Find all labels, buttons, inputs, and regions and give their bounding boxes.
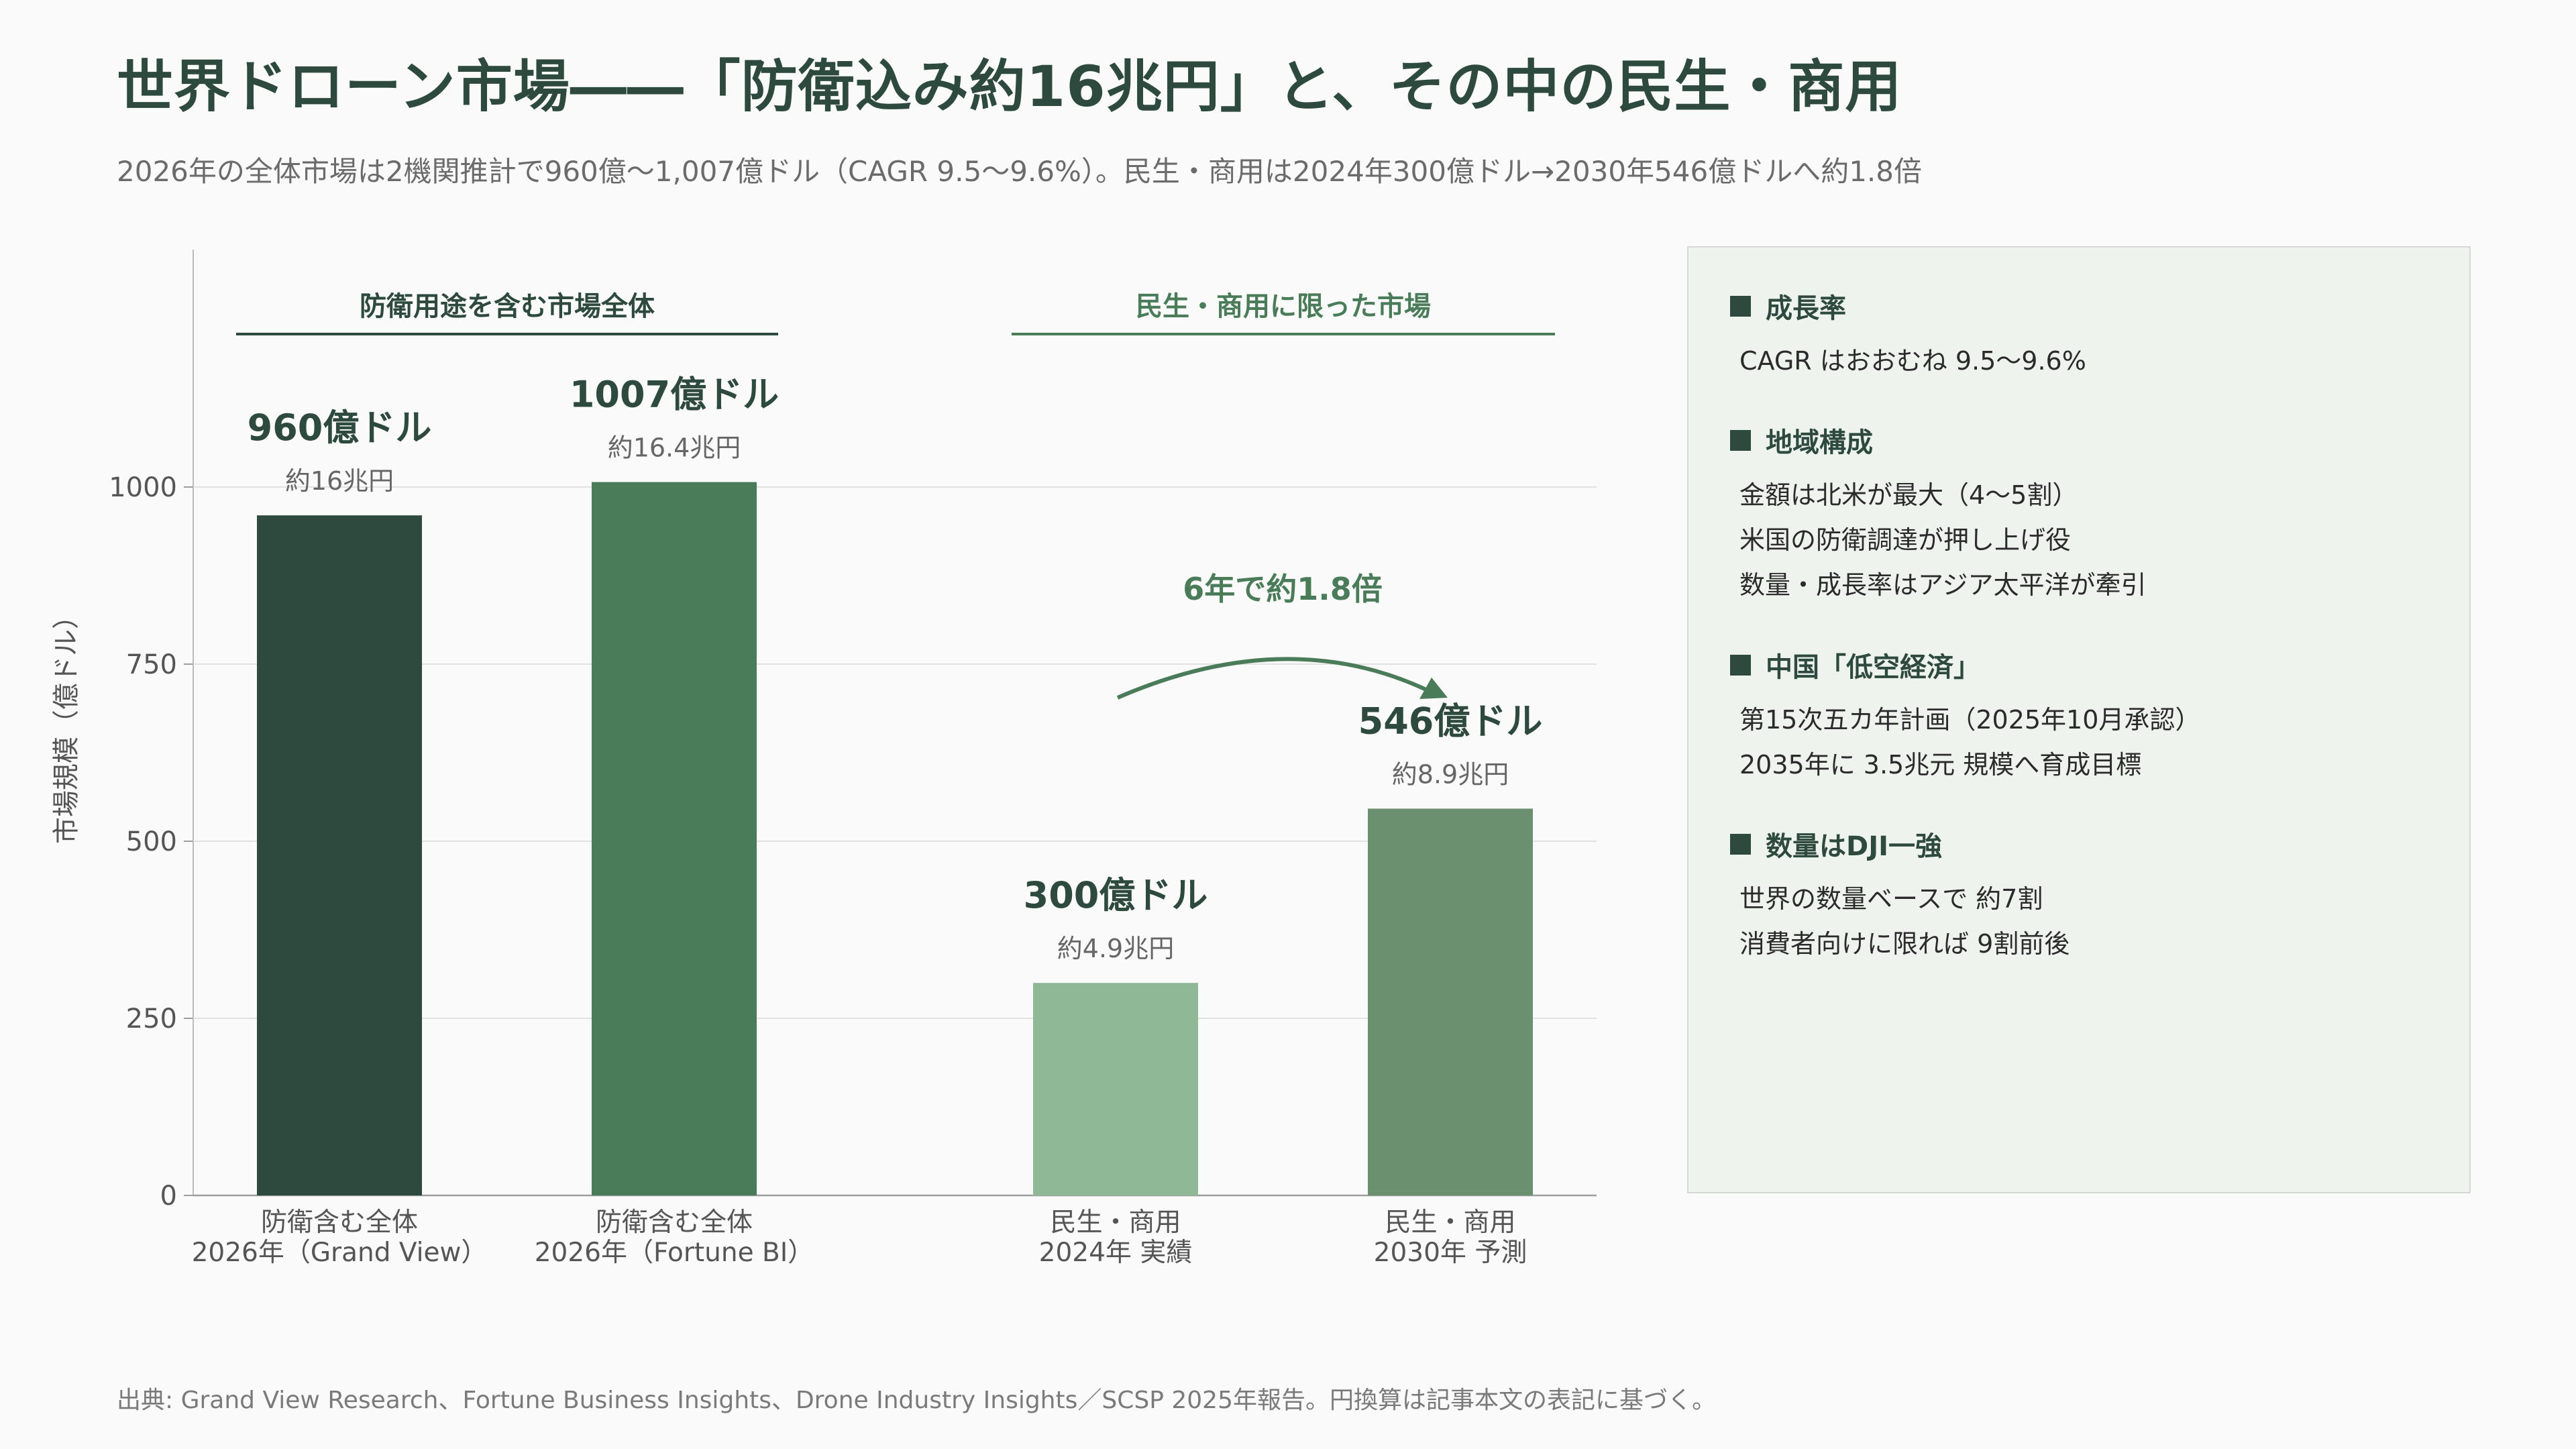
x-tick-label: 民生・商用 bbox=[1385, 1208, 1515, 1238]
x-tick-label: 民生・商用 bbox=[1050, 1208, 1181, 1238]
panel-line: CAGR はおおむね 9.5〜9.6% bbox=[1739, 346, 2086, 376]
source-note: 出典: Grand View Research、Fortune Business… bbox=[117, 1387, 1716, 1414]
square-bullet-icon bbox=[1730, 654, 1751, 676]
y-axis-label: 市場規模（億ドル） bbox=[51, 602, 82, 844]
y-tick-label: 250 bbox=[126, 1004, 177, 1034]
x-tick-label: 2024年 実績 bbox=[1039, 1238, 1193, 1268]
bar-yen-label: 約8.9兆円 bbox=[1392, 759, 1509, 789]
bar-yen-label: 約4.9兆円 bbox=[1057, 934, 1174, 963]
bar-value-label: 1007億ドル bbox=[570, 374, 779, 416]
y-tick-label: 750 bbox=[126, 649, 177, 680]
bar bbox=[592, 482, 757, 1196]
y-tick-label: 500 bbox=[126, 826, 177, 857]
panel-heading: 中国「低空経済」 bbox=[1766, 652, 1980, 683]
group-header: 民生・商用に限った市場 bbox=[1136, 291, 1431, 322]
panel-section-growth: 成長率 CAGR はおおむね 9.5〜9.6% bbox=[1730, 286, 2086, 384]
square-bullet-icon bbox=[1730, 295, 1751, 317]
insight-panel: 成長率 CAGR はおおむね 9.5〜9.6% 地域構成 金額は北米が最大（4〜… bbox=[1687, 246, 2471, 1193]
x-tick-label: 防衛含む全体 bbox=[261, 1208, 418, 1238]
panel-line: 第15次五カ年計画（2025年10月承認） bbox=[1739, 705, 2201, 735]
panel-line: 2035年に 3.5兆元 規模へ育成目標 bbox=[1739, 750, 2142, 780]
bar-yen-label: 約16兆円 bbox=[285, 466, 394, 496]
panel-section-china: 中国「低空経済」 第15次五カ年計画（2025年10月承認） 2035年に 3.… bbox=[1730, 645, 2200, 788]
x-tick-label: 防衛含む全体 bbox=[596, 1208, 753, 1238]
bar-value-label: 300億ドル bbox=[1024, 874, 1208, 916]
bar bbox=[257, 515, 422, 1195]
bar bbox=[1368, 808, 1533, 1195]
bar-value-label: 546億ドル bbox=[1358, 700, 1543, 742]
bar-yen-label: 約16.4兆円 bbox=[608, 433, 741, 463]
page-title: 世界ドローン市場――「防衛込み約16兆円」と、その中の民生・商用 bbox=[117, 54, 1902, 119]
y-tick-label: 1000 bbox=[109, 472, 177, 503]
panel-line: 金額は北米が最大（4〜5割） bbox=[1739, 480, 2078, 510]
panel-heading: 地域構成 bbox=[1766, 427, 1873, 458]
panel-heading: 数量はDJI一強 bbox=[1766, 831, 1942, 862]
x-tick-label: 2026年（Fortune BI） bbox=[535, 1238, 814, 1268]
bar-value-label: 960億ドル bbox=[248, 407, 432, 449]
growth-arrow-curve bbox=[1116, 657, 1430, 700]
bar bbox=[1033, 983, 1198, 1195]
panel-section-region: 地域構成 金額は北米が最大（4〜5割） 米国の防衛調達が押し上げ役 数量・成長率… bbox=[1730, 421, 2146, 608]
page-subtitle: 2026年の全体市場は2機関推計で960億〜1,007億ドル（CAGR 9.5〜… bbox=[117, 155, 1922, 188]
panel-line: 米国の防衛調達が押し上げ役 bbox=[1739, 525, 2072, 555]
x-tick-label: 2026年（Grand View） bbox=[192, 1238, 488, 1268]
x-tick-label: 2030年 予測 bbox=[1374, 1238, 1527, 1268]
square-bullet-icon bbox=[1730, 429, 1751, 451]
panel-line: 消費者向けに限れば 9割前後 bbox=[1739, 929, 2070, 959]
panel-section-dji: 数量はDJI一強 世界の数量ベースで 約7割 消費者向けに限れば 9割前後 bbox=[1730, 824, 2070, 967]
arrow-head-icon bbox=[1419, 678, 1448, 699]
market-bar-chart: 0 250 500 750 1000 市場規模（億ドル） 防衛用途を含む市場全体 民生・商用に… bbox=[51, 250, 1597, 1268]
panel-heading: 成長率 bbox=[1766, 293, 1846, 324]
growth-annotation: 6年で約1.8倍 bbox=[1183, 571, 1383, 607]
group-header: 防衛用途を含む市場全体 bbox=[360, 291, 655, 322]
panel-line: 世界の数量ベースで 約7割 bbox=[1739, 884, 2043, 914]
square-bullet-icon bbox=[1730, 833, 1751, 855]
panel-line: 数量・成長率はアジア太平洋が牽引 bbox=[1739, 570, 2147, 600]
y-tick-label: 0 bbox=[160, 1181, 177, 1212]
